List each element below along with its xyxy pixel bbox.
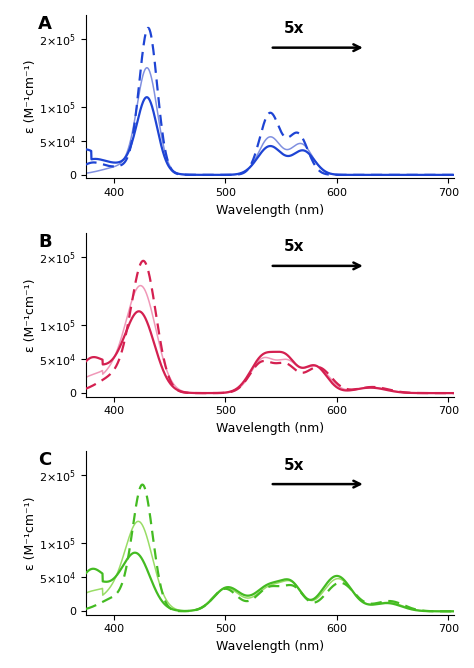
Text: B: B xyxy=(38,233,52,251)
Text: 5x: 5x xyxy=(283,458,304,473)
X-axis label: Wavelength (nm): Wavelength (nm) xyxy=(216,640,324,653)
X-axis label: Wavelength (nm): Wavelength (nm) xyxy=(216,422,324,435)
Y-axis label: ε (M⁻¹cm⁻¹): ε (M⁻¹cm⁻¹) xyxy=(25,496,37,570)
Text: C: C xyxy=(38,452,51,470)
Text: 5x: 5x xyxy=(283,21,304,36)
Y-axis label: ε (M⁻¹cm⁻¹): ε (M⁻¹cm⁻¹) xyxy=(25,60,37,134)
Y-axis label: ε (M⁻¹cm⁻¹): ε (M⁻¹cm⁻¹) xyxy=(25,278,37,351)
Text: A: A xyxy=(38,15,52,33)
X-axis label: Wavelength (nm): Wavelength (nm) xyxy=(216,204,324,216)
Text: 5x: 5x xyxy=(283,239,304,255)
